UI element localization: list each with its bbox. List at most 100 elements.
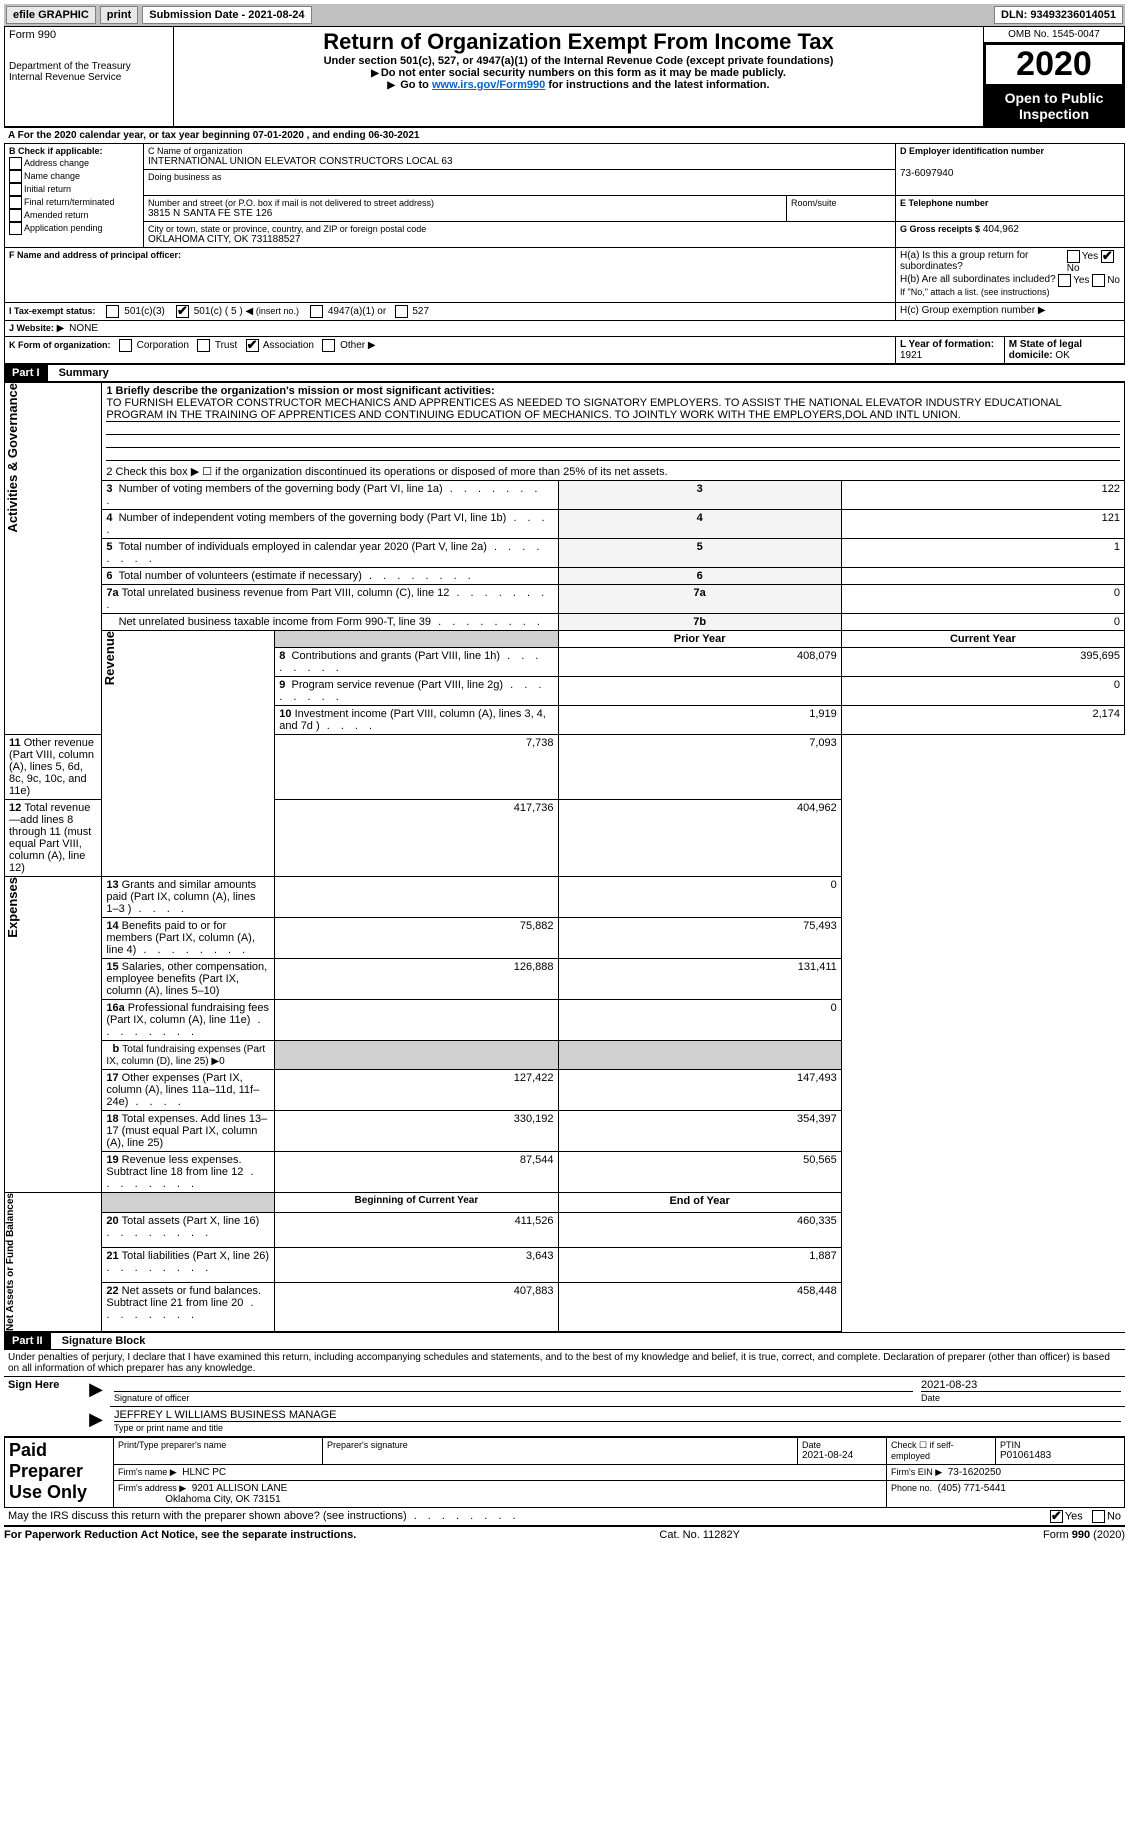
part2-title: Signature Block	[54, 1335, 146, 1347]
website-value: NONE	[69, 323, 98, 334]
box-b-label: B Check if applicable:	[9, 146, 103, 156]
top-bar: efile GRAPHIC print Submission Date - 20…	[4, 4, 1125, 26]
section-b-table: B Check if applicable: Address change Na…	[4, 143, 1125, 364]
paid-preparer-table: Paid Preparer Use Only Print/Type prepar…	[4, 1437, 1125, 1508]
k-other[interactable]	[322, 339, 335, 352]
footer-right: Form 990 (2020)	[1043, 1529, 1125, 1541]
l-label: L Year of formation:	[900, 339, 994, 350]
checkbox-amended[interactable]	[9, 209, 22, 222]
part1-title: Summary	[51, 367, 109, 379]
footer: For Paperwork Reduction Act Notice, see …	[4, 1527, 1125, 1541]
irs-label: Internal Revenue Service	[9, 72, 169, 83]
arrow-icon: ▶	[82, 1407, 110, 1437]
efile-label: efile GRAPHIC	[6, 6, 96, 24]
part1-grid: Activities & Governance 1 Briefly descri…	[4, 382, 1125, 1332]
f-label: F Name and address of principal officer:	[9, 250, 181, 260]
arrow-icon: ▶	[82, 1377, 110, 1407]
ha-no[interactable]	[1101, 250, 1114, 263]
line-a: A For the 2020 calendar year, or tax yea…	[4, 128, 1125, 143]
city-value: OKLAHOMA CITY, OK 731188527	[148, 234, 301, 245]
side-activities: Activities & Governance	[5, 383, 20, 533]
irs-link[interactable]: www.irs.gov/Form990	[432, 79, 545, 91]
g-value: 404,962	[983, 224, 1019, 235]
k-corp[interactable]	[119, 339, 132, 352]
ha-label: H(a) Is this a group return for subordin…	[900, 250, 1067, 274]
checkbox-address[interactable]	[9, 157, 22, 170]
c-name-label: C Name of organization	[148, 146, 891, 156]
side-expenses: Expenses	[5, 877, 20, 938]
omb-label: OMB No. 1545-0047	[984, 27, 1124, 43]
dept-label: Department of the Treasury	[9, 61, 169, 72]
ha-yes[interactable]	[1067, 250, 1080, 263]
discuss-no[interactable]	[1092, 1510, 1105, 1523]
goto-pre: Go to	[400, 79, 432, 91]
sig-date: 2021-08-23	[921, 1379, 1121, 1392]
triangle-icon	[245, 306, 253, 317]
street-value: 3815 N SANTA FE STE 126	[148, 208, 272, 219]
hb-yes[interactable]	[1058, 274, 1071, 287]
ein-value: 73-6097940	[900, 168, 953, 179]
header-table: Form 990 Department of the Treasury Inte…	[4, 26, 1125, 128]
form-title: Return of Organization Exempt From Incom…	[178, 29, 979, 55]
discuss-yes[interactable]	[1050, 1510, 1063, 1523]
m-label: M State of legal domicile:	[1009, 339, 1082, 361]
d-label: D Employer identification number	[900, 146, 1044, 156]
perjury-text: Under penalties of perjury, I declare th…	[4, 1350, 1125, 1376]
tax-year: 2020	[984, 43, 1124, 86]
form-subtitle-1: Under section 501(c), 527, or 4947(a)(1)…	[178, 55, 979, 67]
l-value: 1921	[900, 350, 922, 361]
i-4947[interactable]	[310, 305, 323, 318]
mission-text: TO FURNISH ELEVATOR CONSTRUCTOR MECHANIC…	[106, 397, 1120, 422]
hb-no[interactable]	[1092, 274, 1105, 287]
arrow-icon	[57, 323, 67, 334]
submission-date: Submission Date - 2021-08-24	[142, 6, 311, 24]
side-netassets: Net Assets or Fund Balances	[5, 1193, 16, 1331]
hb-note: If "No," attach a list. (see instruction…	[900, 287, 1120, 297]
dln-label: DLN: 93493236014051	[994, 6, 1123, 24]
i-501c3[interactable]	[106, 305, 119, 318]
date-label: Date	[921, 1393, 940, 1403]
print-button[interactable]: print	[100, 6, 138, 24]
footer-center: Cat. No. 11282Y	[659, 1529, 740, 1541]
i-501c[interactable]	[176, 305, 189, 318]
org-name: INTERNATIONAL UNION ELEVATOR CONSTRUCTOR…	[148, 156, 453, 167]
officer-label: Type or print name and title	[114, 1423, 223, 1433]
line2: 2 Check this box ▶ ☐ if the organization…	[106, 466, 667, 478]
checkbox-name[interactable]	[9, 170, 22, 183]
arrow-icon	[368, 340, 378, 351]
side-revenue: Revenue	[102, 631, 117, 685]
discuss-label: May the IRS discuss this return with the…	[8, 1510, 520, 1522]
checkbox-initial[interactable]	[9, 183, 22, 196]
checkbox-pending[interactable]	[9, 222, 22, 235]
goto-post: for instructions and the latest informat…	[548, 79, 769, 91]
g-label: G Gross receipts $	[900, 224, 980, 234]
arrow-icon	[387, 79, 397, 91]
sign-here: Sign Here	[4, 1377, 82, 1437]
sign-here-table: Sign Here ▶ Signature of officer 2021-08…	[4, 1376, 1125, 1437]
hb-label: H(b) Are all subordinates included?	[900, 274, 1056, 287]
line1-label: 1 Briefly describe the organization's mi…	[106, 385, 494, 397]
officer-name: JEFFREY L WILLIAMS BUSINESS MANAGE	[114, 1409, 1121, 1422]
arrow-icon	[1038, 305, 1048, 316]
k-assoc[interactable]	[246, 339, 259, 352]
checkbox-final[interactable]	[9, 196, 22, 209]
form-subtitle-2: Do not enter social security numbers on …	[178, 67, 979, 79]
form-number: 990	[38, 29, 56, 41]
city-label: City or town, state or province, country…	[148, 224, 891, 234]
open-public: Open to Public Inspection	[984, 86, 1124, 126]
paid-label: Paid Preparer Use Only	[5, 1438, 114, 1508]
e-label: E Telephone number	[900, 198, 988, 208]
k-trust[interactable]	[197, 339, 210, 352]
k-label: K Form of organization:	[9, 340, 111, 350]
i-label: I Tax-exempt status:	[9, 306, 95, 316]
part1-header: Part I	[4, 365, 48, 381]
room-label: Room/suite	[791, 198, 891, 208]
footer-left: For Paperwork Reduction Act Notice, see …	[4, 1529, 356, 1541]
form-label: Form	[9, 29, 35, 41]
street-label: Number and street (or P.O. box if mail i…	[148, 198, 782, 208]
hc-label: H(c) Group exemption number	[900, 305, 1035, 316]
part2-header: Part II	[4, 1333, 51, 1349]
j-label: J Website:	[9, 323, 54, 333]
i-527[interactable]	[395, 305, 408, 318]
m-value: OK	[1055, 350, 1069, 361]
